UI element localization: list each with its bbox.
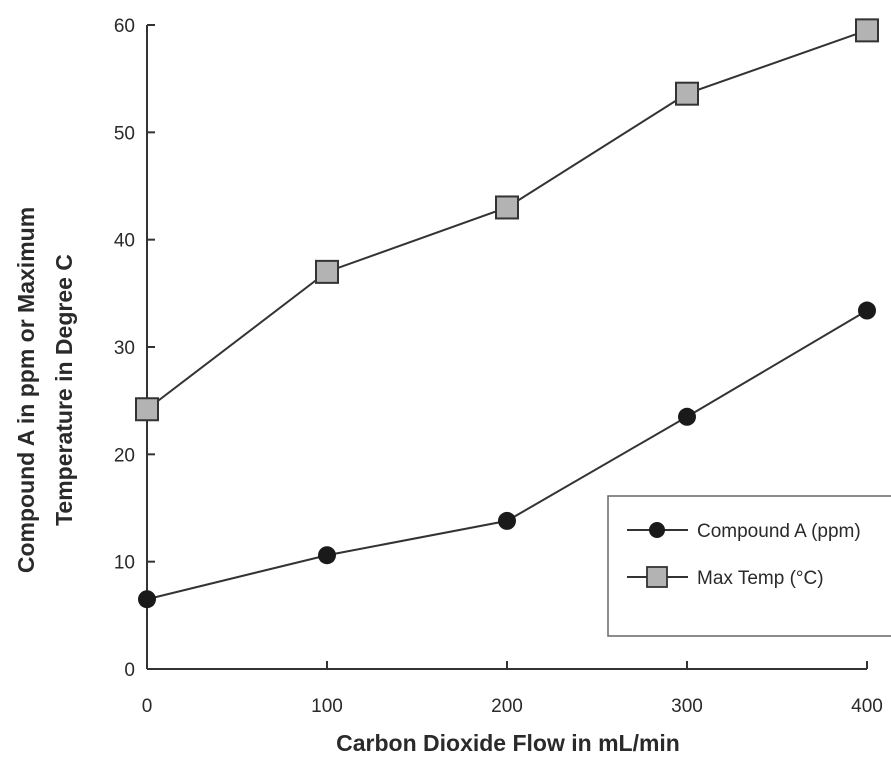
legend-label-compound-a: Compound A (ppm) xyxy=(697,521,861,542)
legend-marker-compound-a xyxy=(649,522,665,538)
y-tick-label: 10 xyxy=(114,553,135,574)
y-tick-label: 40 xyxy=(114,231,135,252)
legend-box xyxy=(607,495,891,637)
series-line xyxy=(146,29,868,411)
y-tick-label: 0 xyxy=(124,660,135,681)
y-tick-label: 30 xyxy=(114,338,135,359)
data-point-square xyxy=(855,18,879,43)
y-tick-label: 60 xyxy=(114,16,135,37)
data-point-square xyxy=(315,259,339,284)
data-point-circle xyxy=(678,407,696,426)
x-tick-label: 300 xyxy=(671,696,703,717)
data-point-circle xyxy=(858,301,876,320)
legend-marker-max-temp xyxy=(646,566,668,588)
x-tick-label: 200 xyxy=(491,696,523,717)
data-point-circle xyxy=(318,546,336,565)
ticks: 0 10 20 30 40 50 60 0 100 200 300 400 xyxy=(114,16,883,717)
y-tick-label: 50 xyxy=(114,123,135,144)
y-axis-label: Compound A in ppm or Maximum Temperature… xyxy=(13,207,77,573)
x-tick-label: 100 xyxy=(311,696,343,717)
data-point-square xyxy=(495,195,519,220)
series-layer xyxy=(135,18,879,609)
data-point-square xyxy=(135,397,159,422)
data-point-circle xyxy=(138,590,156,609)
x-tick-label: 0 xyxy=(142,696,153,717)
legend-label-max-temp: Max Temp (°C) xyxy=(697,568,824,589)
x-tick-label: 400 xyxy=(851,696,883,717)
y-tick-label: 20 xyxy=(114,445,135,466)
x-axis-label: Carbon Dioxide Flow in mL/min xyxy=(336,730,680,756)
legend: Compound A (ppm) Max Temp (°C) xyxy=(607,495,891,637)
y-axis-label-line-1: Compound A in ppm or Maximum xyxy=(13,207,39,573)
y-axis-label-line-2: Temperature in Degree C xyxy=(51,254,77,526)
data-point-square xyxy=(675,81,699,106)
data-point-circle xyxy=(498,511,516,530)
